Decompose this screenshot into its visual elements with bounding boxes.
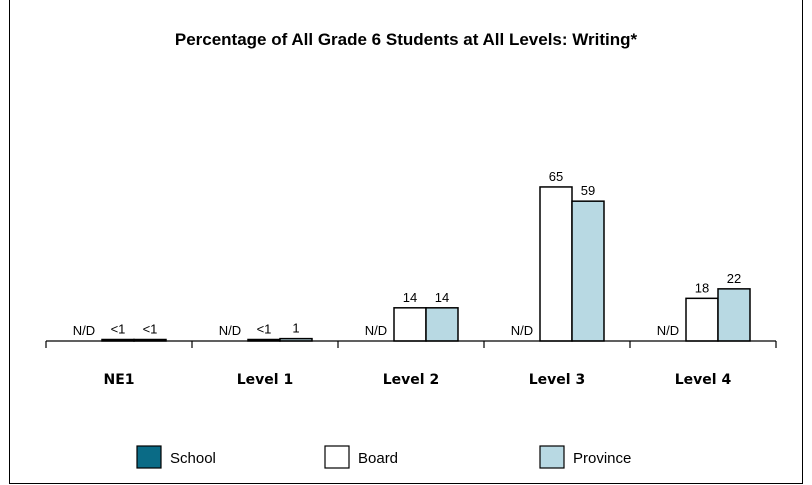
data-label-province-2: 14 [435,290,449,305]
category-label-0: NE1 [103,372,134,388]
chart-title: Percentage of All Grade 6 Students at Al… [175,30,638,49]
legend-label-board: Board [358,450,398,467]
data-label-province-4: 22 [727,271,741,286]
legend-swatch-province [539,445,565,469]
category-labels: NE1 Level 1 Level 2 Level 3 Level 4 [103,372,731,388]
data-labels-group: N/D <1 <1 N/D <1 1 N/D 14 14 N/D 65 59 N/D 18 22 [73,169,741,338]
x-axis [45,340,777,348]
legend: School Board Province [136,445,631,469]
data-label-board-3: 65 [549,169,563,184]
data-label-school-4: N/D [657,323,679,338]
bar-board-2 [393,307,427,342]
bar-province-2 [425,307,459,342]
bars-group [101,186,751,342]
bar-province-3 [571,200,605,342]
data-label-province-1: 1 [292,321,299,336]
legend-label-province: Province [573,450,631,467]
bar-board-3 [539,186,573,342]
bar-province-4 [717,288,751,342]
data-label-board-2: 14 [403,290,417,305]
data-label-province-3: 59 [581,183,595,198]
data-label-board-1: <1 [257,322,272,337]
bar-board-4 [685,297,719,342]
category-label-1: Level 1 [237,372,293,388]
data-label-school-1: N/D [219,323,241,338]
chart-frame [9,0,803,484]
category-label-3: Level 3 [529,372,585,388]
category-label-2: Level 2 [383,372,439,388]
data-label-school-2: N/D [365,323,387,338]
data-label-board-0: <1 [111,322,126,337]
data-label-school-0: N/D [73,323,95,338]
legend-swatch-school [136,445,162,469]
data-label-province-0: <1 [143,322,158,337]
legend-label-school: School [170,450,216,467]
legend-swatch-board [324,445,350,469]
data-label-board-4: 18 [695,280,709,295]
data-label-school-3: N/D [511,323,533,338]
category-label-4: Level 4 [675,372,732,388]
